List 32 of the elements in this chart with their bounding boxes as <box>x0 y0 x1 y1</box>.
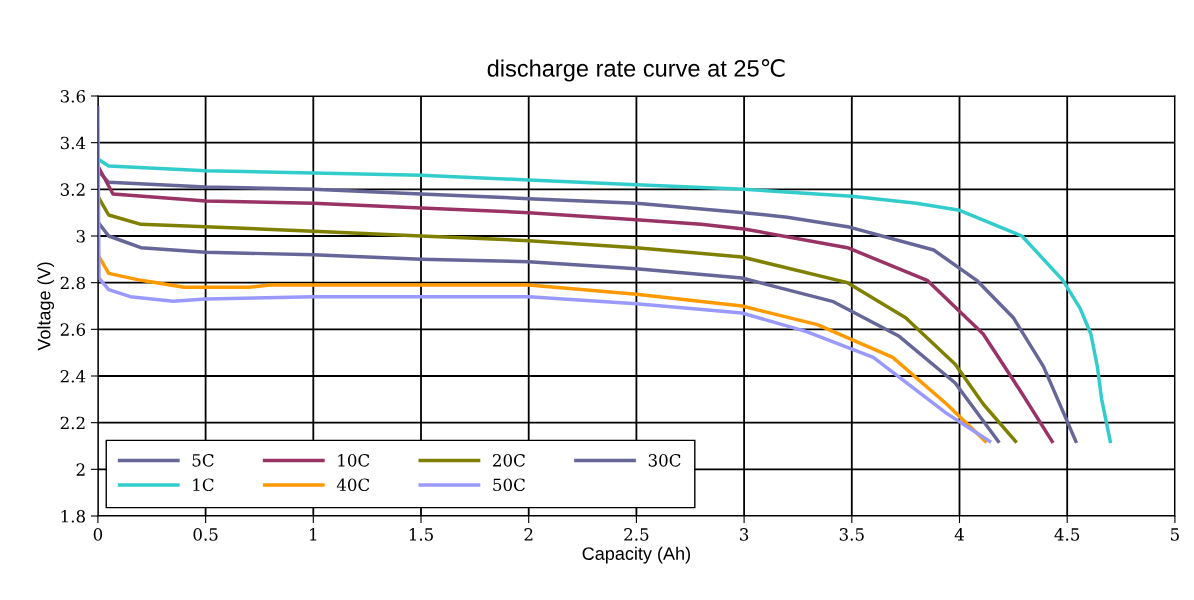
y-tick-label: 3.6 <box>60 89 86 103</box>
x-tick-label: 1 <box>310 528 317 541</box>
x-tick-label: 0 <box>93 528 103 541</box>
legend-label: 40C <box>336 478 370 492</box>
x-tick-label: 0.5 <box>193 528 218 541</box>
y-tick-label: 3.2 <box>60 183 85 196</box>
x-tick-label: 3.5 <box>839 528 864 541</box>
y-axis-title: Voltage (V) <box>37 262 55 351</box>
y-tick-label: 1.8 <box>61 509 85 523</box>
legend-label: 10C <box>338 454 370 467</box>
y-tick-label: 2.4 <box>60 369 86 383</box>
legend-label: 50C <box>493 478 525 492</box>
x-tick-label: 3 <box>740 528 749 541</box>
x-tick-label: 2.5 <box>624 528 649 541</box>
y-tick-label: 2.8 <box>60 276 85 290</box>
x-tick-label: 1.5 <box>409 528 433 541</box>
x-tick-label: 2 <box>524 528 533 541</box>
y-tick-label: 2.2 <box>60 416 85 430</box>
x-axis-title: Capacity (Ah) <box>582 546 690 564</box>
y-tick-label: 2.6 <box>60 323 86 336</box>
x-tick-label: 4.5 <box>1054 528 1080 541</box>
chart-title: discharge rate curve at 25℃ <box>487 59 785 82</box>
legend-label: 30C <box>648 454 681 467</box>
y-tick-label: 3 <box>76 229 85 243</box>
line-series <box>97 105 992 444</box>
x-tick-label: 5 <box>1171 528 1179 541</box>
x-tick-label: 4 <box>954 528 964 541</box>
y-tick-label: 3.4 <box>60 136 86 150</box>
legend-label: 5C <box>192 454 214 467</box>
legend-label: 20C <box>493 454 525 467</box>
legend-label: 1C <box>193 478 214 492</box>
y-tick-label: 2 <box>76 463 85 476</box>
